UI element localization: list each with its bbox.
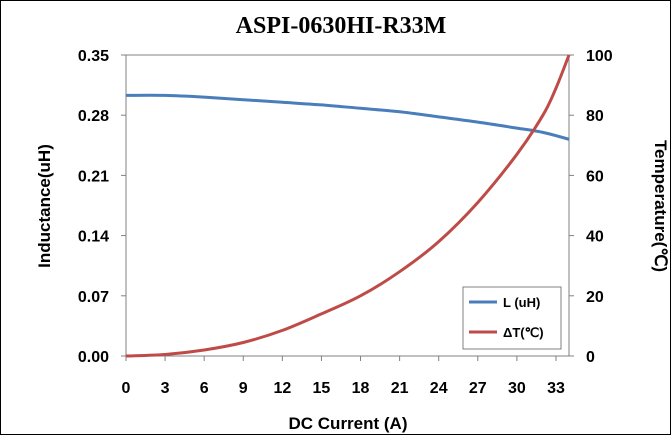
left-y-tick-label: 0.00 — [78, 349, 109, 366]
left-y-tick-label: 0.21 — [78, 168, 109, 185]
right-y-tick-label: 40 — [586, 229, 604, 246]
right-y-axis-label: Temperature(℃) — [651, 140, 670, 272]
left-y-axis-label: Inductance(uH) — [35, 144, 54, 268]
legend: L (uH) ΔT(℃) — [462, 286, 562, 350]
right-y-tick-label: 60 — [586, 168, 604, 185]
plot-area — [125, 54, 570, 357]
left-y-tick-label: 0.28 — [78, 108, 109, 125]
x-axis-label: DC Current (A) — [289, 414, 408, 433]
right-y-tick-label: 80 — [586, 108, 604, 125]
right-y-tick-label: 100 — [586, 48, 613, 65]
x-tick-label: 6 — [200, 380, 209, 397]
legend-box — [462, 286, 562, 350]
x-tick-label: 30 — [508, 380, 526, 397]
right-y-tick-label: 20 — [586, 289, 604, 306]
x-tick-label: 9 — [239, 380, 248, 397]
right-y-axis-ticks: 0 20 40 60 80 100 — [569, 48, 613, 366]
x-tick-label: 21 — [391, 380, 409, 397]
x-axis-ticks: 0 3 6 9 12 15 18 21 24 27 30 33 — [122, 356, 565, 397]
series-layer — [125, 54, 571, 358]
x-tick-label: 12 — [273, 380, 291, 397]
legend-label-inductance: L (uH) — [503, 295, 540, 310]
x-tick-label: 33 — [547, 380, 565, 397]
x-tick-label: 18 — [352, 380, 370, 397]
left-y-axis-ticks: 0.00 0.07 0.14 0.21 0.28 0.35 — [78, 48, 126, 366]
x-tick-label: 15 — [313, 380, 331, 397]
x-tick-label: 27 — [469, 380, 487, 397]
series-line-inductance — [125, 93, 570, 141]
chart-title: ASPI-0630HI-R33M — [236, 13, 447, 39]
x-tick-label: 3 — [161, 380, 170, 397]
x-tick-label: 24 — [430, 380, 448, 397]
left-y-tick-label: 0.35 — [78, 48, 109, 65]
legend-label-temperature: ΔT(℃) — [503, 325, 544, 340]
series-line-temperature — [125, 54, 571, 358]
left-y-tick-label: 0.07 — [78, 289, 109, 306]
left-y-tick-label: 0.14 — [78, 229, 109, 246]
right-y-tick-label: 0 — [586, 349, 595, 366]
x-tick-label: 0 — [122, 380, 131, 397]
